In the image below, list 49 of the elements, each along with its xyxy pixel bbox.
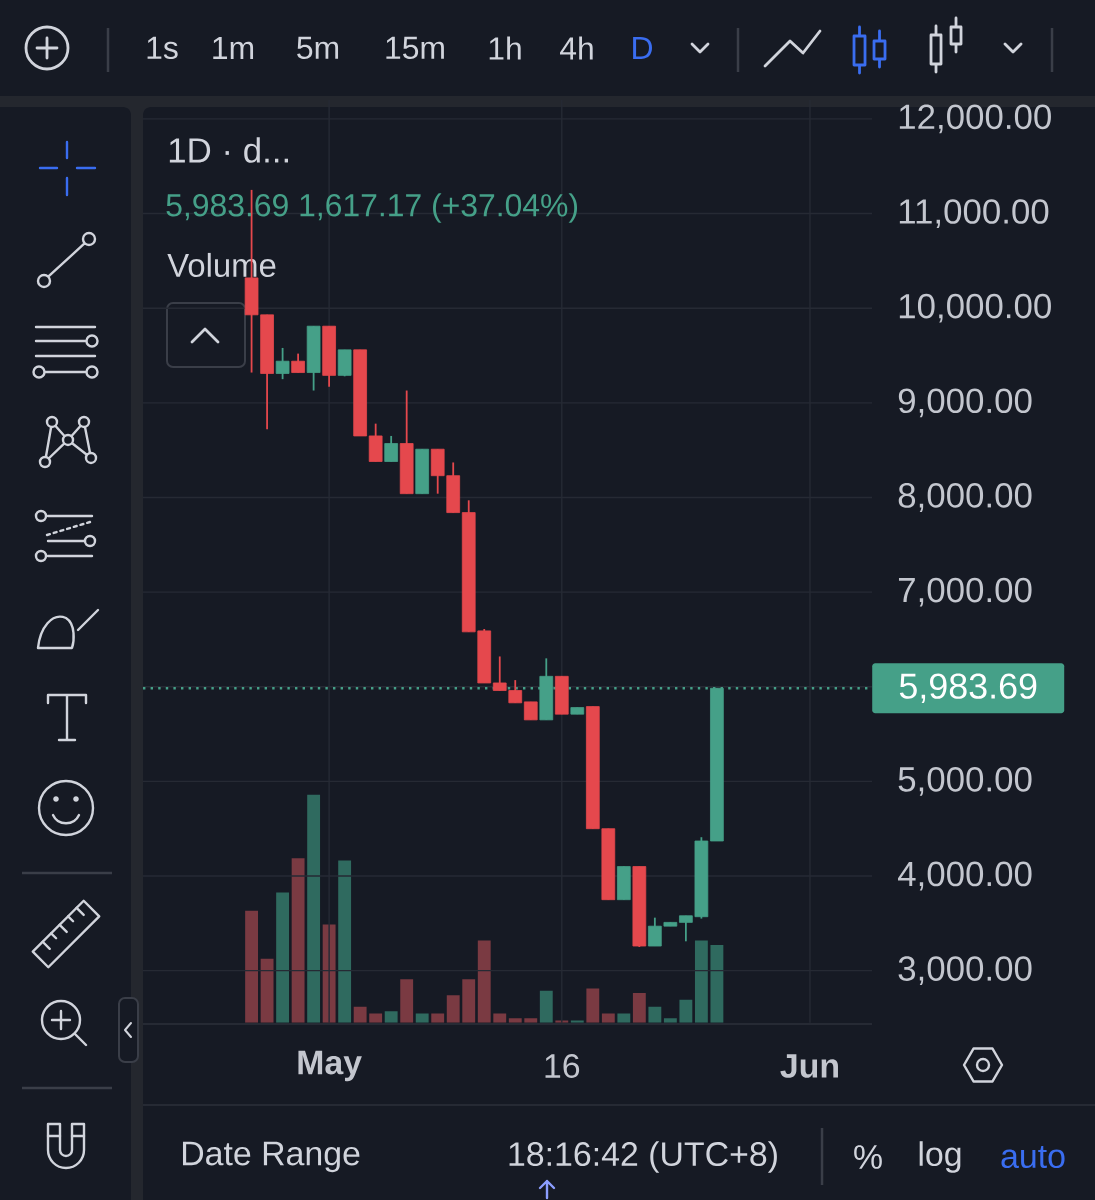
x-tick-label: Jun [780,1054,838,1078]
text: D [633,37,652,59]
bar [260,958,274,1023]
bar [679,999,693,1023]
y-tick-label: 3,000.00 [898,956,1032,986]
bar [694,940,708,1023]
y-tick-label: 12,000.00 [899,104,1051,134]
text: Date Range [182,1141,360,1173]
text: 1h [489,36,521,60]
bar [648,1006,662,1023]
bar [400,979,414,1023]
bar [462,979,476,1023]
y-tick-label: 8,000.00 [898,483,1032,512]
y-tick-label: 10,000.00 [899,293,1051,323]
bar [307,794,321,1023]
ref-line-label: 5,983.69 [899,673,1037,704]
text: 15m [386,36,444,60]
text: log [919,1141,961,1173]
text: 5m [297,36,339,60]
y-tick-label: 9,000.00 [898,388,1032,418]
bar [291,858,305,1023]
y-tick-label: 4,000.00 [898,861,1032,891]
bar [353,1006,367,1023]
text: 1s [147,36,178,60]
candlestick [275,347,290,381]
bar [570,1020,584,1023]
text: 1m [213,37,254,59]
y-tick-label: 5,000.00 [898,766,1032,796]
bar [245,910,259,1023]
bar [586,988,600,1023]
bar [338,860,352,1023]
candlestick [384,435,399,463]
y-tick-label: 11,000.00 [899,199,1049,228]
y-tick-label: 7,000.00 [898,577,1032,607]
x-tick-label: 16 [545,1054,580,1078]
bar [710,945,724,1023]
text: 1D · d... [169,137,288,163]
text: 4h [560,36,593,60]
bar [539,990,553,1023]
text: 18:16:42 (UTC+8) [509,1141,777,1173]
bar [384,1011,398,1023]
candlestick [291,352,305,374]
text: % [854,1145,882,1169]
bar [632,993,646,1023]
bar [477,940,491,1023]
x-tick-label: May [298,1050,362,1082]
bar [276,892,290,1023]
text: auto [1001,1145,1065,1169]
bar [446,995,460,1023]
